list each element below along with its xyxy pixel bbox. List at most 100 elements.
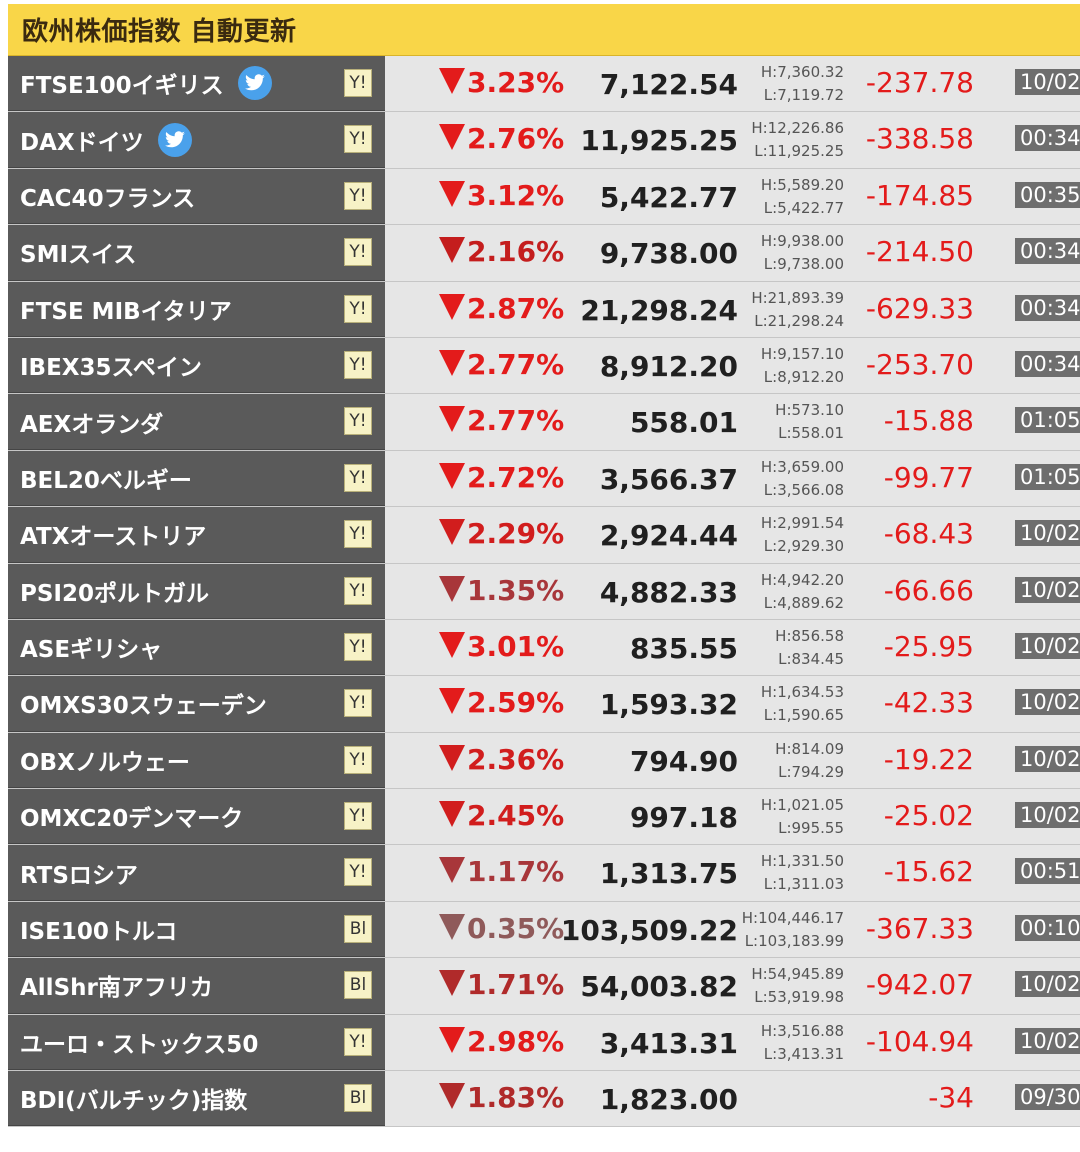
table-row[interactable]: DAXドイツ Y! 2.76% 11,925.25 H:12,226.86 L:… [8,112,1080,169]
index-name[interactable]: RTSロシア [20,862,138,889]
table-row[interactable]: RTSロシア Y! 1.17% 1,313.75 H:1,331.50 L:1,… [8,845,1080,902]
percent-value: 2.59% [467,686,565,720]
index-name-cell[interactable]: BDI(バルチック)指数 Bl [8,1071,385,1127]
index-name[interactable]: BDI(バルチック)指数 [20,1088,248,1115]
index-price: 794.90 [629,744,738,778]
percent-value: 0.35% [467,911,565,945]
source-badge[interactable]: Bl [344,914,372,943]
table-row[interactable]: CAC40フランス Y! 3.12% 5,422.77 H:5,589.20 L… [8,168,1080,226]
table-row[interactable]: BEL20ベルギー Y! 2.72% 3,566.37 H:3,659.00 L… [8,450,1080,508]
index-name[interactable]: AEXオランダ [20,411,164,438]
table-row[interactable]: FTSE MIBイタリア Y! 2.87% 21,298.24 H:21,893… [8,281,1080,338]
source-badge[interactable]: Y! [344,463,372,492]
high-value: H:7,360.32 [760,63,844,81]
twitter-icon[interactable] [237,66,272,101]
index-name[interactable]: FTSE MIBイタリア [20,298,232,325]
index-name-cell[interactable]: CAC40フランス Y! [8,168,385,225]
source-badge[interactable]: Bl [344,971,372,1000]
index-name[interactable]: BEL20ベルギー [20,467,192,494]
index-name-cell[interactable]: OBXノルウェー Y! [8,732,385,789]
down-triangle-icon [439,68,465,94]
table-row[interactable]: IBEX35スペイン Y! 2.77% 8,912.20 H:9,157.10 … [8,337,1080,395]
index-name-cell[interactable]: RTSロシア Y! [8,845,385,901]
index-name-cell[interactable]: OMXS30スウェーデン Y! [8,676,385,732]
price-change: -68.43 [883,517,974,551]
source-badge[interactable]: Y! [344,689,372,718]
index-name[interactable]: ISE100トルコ [20,919,178,946]
source-badge[interactable]: Y! [344,576,372,605]
source-badge[interactable]: Y! [344,1027,372,1056]
index-name[interactable]: AllShr南アフリカ [20,975,213,1002]
index-name[interactable]: IBEX35スペイン [20,355,202,382]
source-badge[interactable]: Y! [344,350,372,379]
index-name[interactable]: PSI20ポルトガル [20,580,209,607]
price-change: -214.50 [865,235,974,269]
update-time: 00:34 [1015,238,1080,265]
source-badge[interactable]: Y! [344,745,372,774]
index-name-cell[interactable]: IBEX35スペイン Y! [8,337,385,394]
index-name-cell[interactable]: ATXオーストリア Y! [8,507,385,563]
source-badge[interactable]: Y! [344,69,372,97]
index-name-cell[interactable]: SMIスイス Y! [8,225,385,281]
low-value: L:995.55 [778,819,844,838]
source-badge[interactable]: Y! [344,125,372,154]
source-badge[interactable]: Y! [344,181,372,210]
high-value: H:12,226.86 [751,119,844,138]
source-badge[interactable]: Y! [344,238,372,267]
source-badge[interactable]: Y! [344,802,372,831]
table-row[interactable]: ユーロ・ストックス50 Y! 2.98% 3,413.31 H:3,516.88… [8,1014,1080,1072]
table-row[interactable]: OMXS30スウェーデン Y! 2.59% 1,593.32 H:1,634.5… [8,676,1080,733]
index-name[interactable]: ATXオーストリア [20,524,207,551]
index-name[interactable]: SMIスイス [20,242,137,269]
index-rows: FTSE100イギリス Y! 3.23% 7,122.54 H:7,360.32… [8,56,1080,1128]
index-name-cell[interactable]: OMXC20デンマーク Y! [8,789,385,845]
index-name[interactable]: OMXC20デンマーク [20,806,244,833]
index-name-cell[interactable]: FTSE100イギリス Y! [8,56,385,112]
table-row[interactable]: ISE100トルコ Bl 0.35% 103,509.22 H:104,446.… [8,901,1080,959]
table-row[interactable]: BDI(バルチック)指数 Bl 1.83% 1,823.00 -34 09/30 [8,1071,1080,1128]
table-row[interactable]: PSI20ポルトガル Y! 1.35% 4,882.33 H:4,942.20 … [8,563,1080,620]
index-data-cell: 2.29% 2,924.44 H:2,991.54 L:2,929.30 -68… [385,507,1080,563]
update-time: 10/02 [1015,971,1080,998]
high-value: H:1,021.05 [760,796,844,815]
table-row[interactable]: AllShr南アフリカ Bl 1.71% 54,003.82 H:54,945.… [8,958,1080,1015]
index-name-cell[interactable]: AllShr南アフリカ Bl [8,958,385,1014]
percent-value: 2.98% [467,1024,565,1058]
price-change: -237.78 [865,66,974,99]
index-price: 558.01 [629,406,738,440]
table-row[interactable]: FTSE100イギリス Y! 3.23% 7,122.54 H:7,360.32… [8,56,1080,113]
index-name-cell[interactable]: FTSE MIBイタリア Y! [8,281,385,337]
source-badge[interactable]: Y! [344,407,372,436]
index-name[interactable]: FTSE100イギリス [20,73,224,100]
high-value: H:2,991.54 [760,514,844,533]
index-name[interactable]: DAXドイツ [20,129,144,156]
source-badge[interactable]: Y! [344,294,372,323]
source-badge[interactable]: Y! [344,520,372,549]
table-row[interactable]: SMIスイス Y! 2.16% 9,738.00 H:9,938.00 L:9,… [8,225,1080,282]
table-row[interactable]: OBXノルウェー Y! 2.36% 794.90 H:814.09 L:794.… [8,732,1080,790]
source-badge[interactable]: Y! [344,632,372,661]
index-name[interactable]: ASEギリシャ [20,637,163,664]
index-name-cell[interactable]: PSI20ポルトガル Y! [8,563,385,619]
table-row[interactable]: ATXオーストリア Y! 2.29% 2,924.44 H:2,991.54 L… [8,507,1080,564]
table-row[interactable]: OMXC20デンマーク Y! 2.45% 997.18 H:1,021.05 L… [8,789,1080,846]
table-row[interactable]: AEXオランダ Y! 2.77% 558.01 H:573.10 L:558.0… [8,394,1080,451]
source-badge[interactable]: Y! [344,858,372,887]
percent-value: 2.72% [467,460,565,494]
index-name-cell[interactable]: DAXドイツ Y! [8,112,385,168]
index-name-cell[interactable]: ASEギリシャ Y! [8,619,385,676]
source-badge[interactable]: Bl [344,1084,372,1113]
index-name-cell[interactable]: ユーロ・ストックス50 Y! [8,1014,385,1071]
table-row[interactable]: ASEギリシャ Y! 3.01% 835.55 H:856.58 L:834.4… [8,619,1080,677]
index-data-cell: 0.35% 103,509.22 H:104,446.17 L:103,183.… [385,901,1080,958]
index-name[interactable]: CAC40フランス [20,185,196,212]
index-name[interactable]: ユーロ・ストックス50 [20,1031,259,1058]
twitter-icon[interactable] [157,122,192,157]
index-price: 11,925.25 [580,124,738,158]
index-name-cell[interactable]: ISE100トルコ Bl [8,901,385,958]
high-value: H:9,157.10 [760,344,844,363]
index-name-cell[interactable]: BEL20ベルギー Y! [8,450,385,507]
index-name-cell[interactable]: AEXオランダ Y! [8,394,385,450]
index-name[interactable]: OBXノルウェー [20,749,190,776]
index-name[interactable]: OMXS30スウェーデン [20,693,267,720]
